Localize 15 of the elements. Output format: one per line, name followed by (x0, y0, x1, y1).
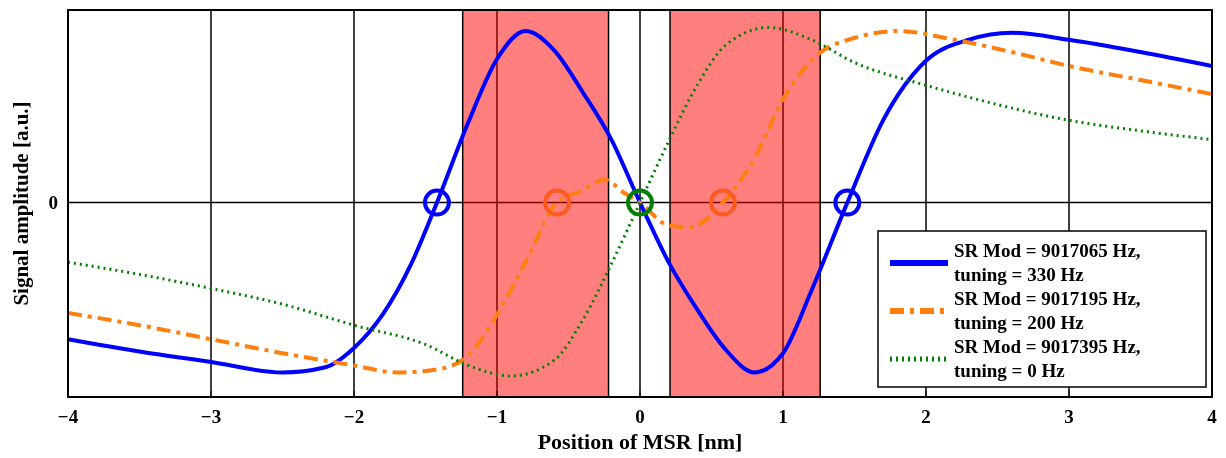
x-tick-label: −3 (200, 406, 222, 427)
x-tick-label: −4 (57, 406, 79, 427)
x-tick-label: −1 (486, 406, 508, 427)
x-tick-label: 2 (921, 406, 931, 427)
x-axis-title: Position of MSR [nm] (537, 429, 743, 454)
x-tick-label: 0 (635, 406, 645, 427)
x-tick-label: 4 (1207, 406, 1218, 427)
legend-label: SR Mod = 9017195 Hz, tuning = 200 Hz (954, 288, 1141, 333)
x-tick-label: 1 (778, 406, 788, 427)
legend-label: SR Mod = 9017395 Hz, tuning = 0 Hz (954, 336, 1141, 381)
x-tick-label: −2 (343, 406, 365, 427)
legend-label: SR Mod = 9017065 Hz, tuning = 330 Hz (954, 240, 1141, 285)
ref-line-label: 0 (48, 192, 58, 214)
x-tick-label: 3 (1064, 406, 1074, 427)
y-axis-title: Signal amplitude [a.u.] (9, 101, 33, 306)
